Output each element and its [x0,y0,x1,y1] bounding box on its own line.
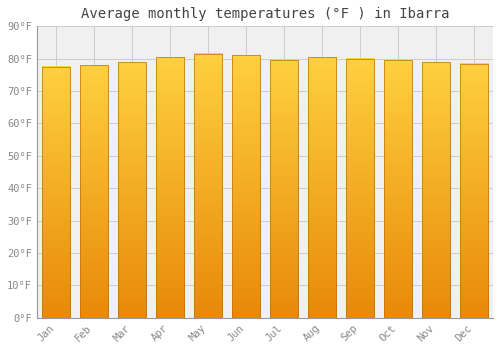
Title: Average monthly temperatures (°F ) in Ibarra: Average monthly temperatures (°F ) in Ib… [80,7,449,21]
